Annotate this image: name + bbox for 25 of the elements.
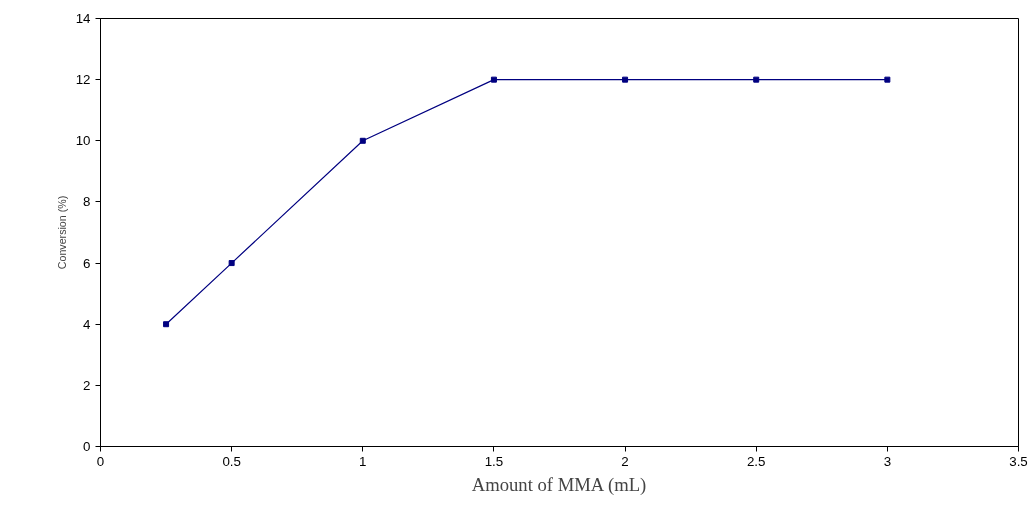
y-tick-label: 14: [75, 11, 92, 26]
point: [228, 260, 235, 267]
x-tick-label: 1.5: [484, 453, 504, 469]
x-tick-label: 0: [96, 453, 105, 469]
x-tick-label: 3.5: [1009, 453, 1028, 469]
y-tick-label: 6: [83, 255, 91, 271]
x-tick-label: 0.5: [222, 453, 241, 469]
point: [884, 76, 891, 83]
x-tick-label: 1: [359, 453, 367, 469]
y-tick-label: 4: [83, 316, 92, 332]
x-tick-label: 3: [883, 453, 892, 469]
y-tick-label: 2: [83, 377, 91, 393]
x-tick-label: 2: [621, 453, 629, 469]
y-tick-label: 8: [83, 194, 91, 210]
x-tick-label: 2.5: [746, 453, 766, 469]
point: [753, 76, 760, 83]
y-tick-label: 12: [75, 72, 91, 88]
y-tick-label: 10: [75, 133, 91, 149]
point: [359, 137, 366, 144]
point: [622, 76, 629, 83]
point: [163, 321, 170, 328]
y-tick-label: 0: [83, 439, 91, 454]
y-axis-title: Conversion (%): [55, 195, 68, 270]
point: [490, 76, 497, 83]
x-axis-title: Amount of MMA (mL): [471, 473, 647, 496]
